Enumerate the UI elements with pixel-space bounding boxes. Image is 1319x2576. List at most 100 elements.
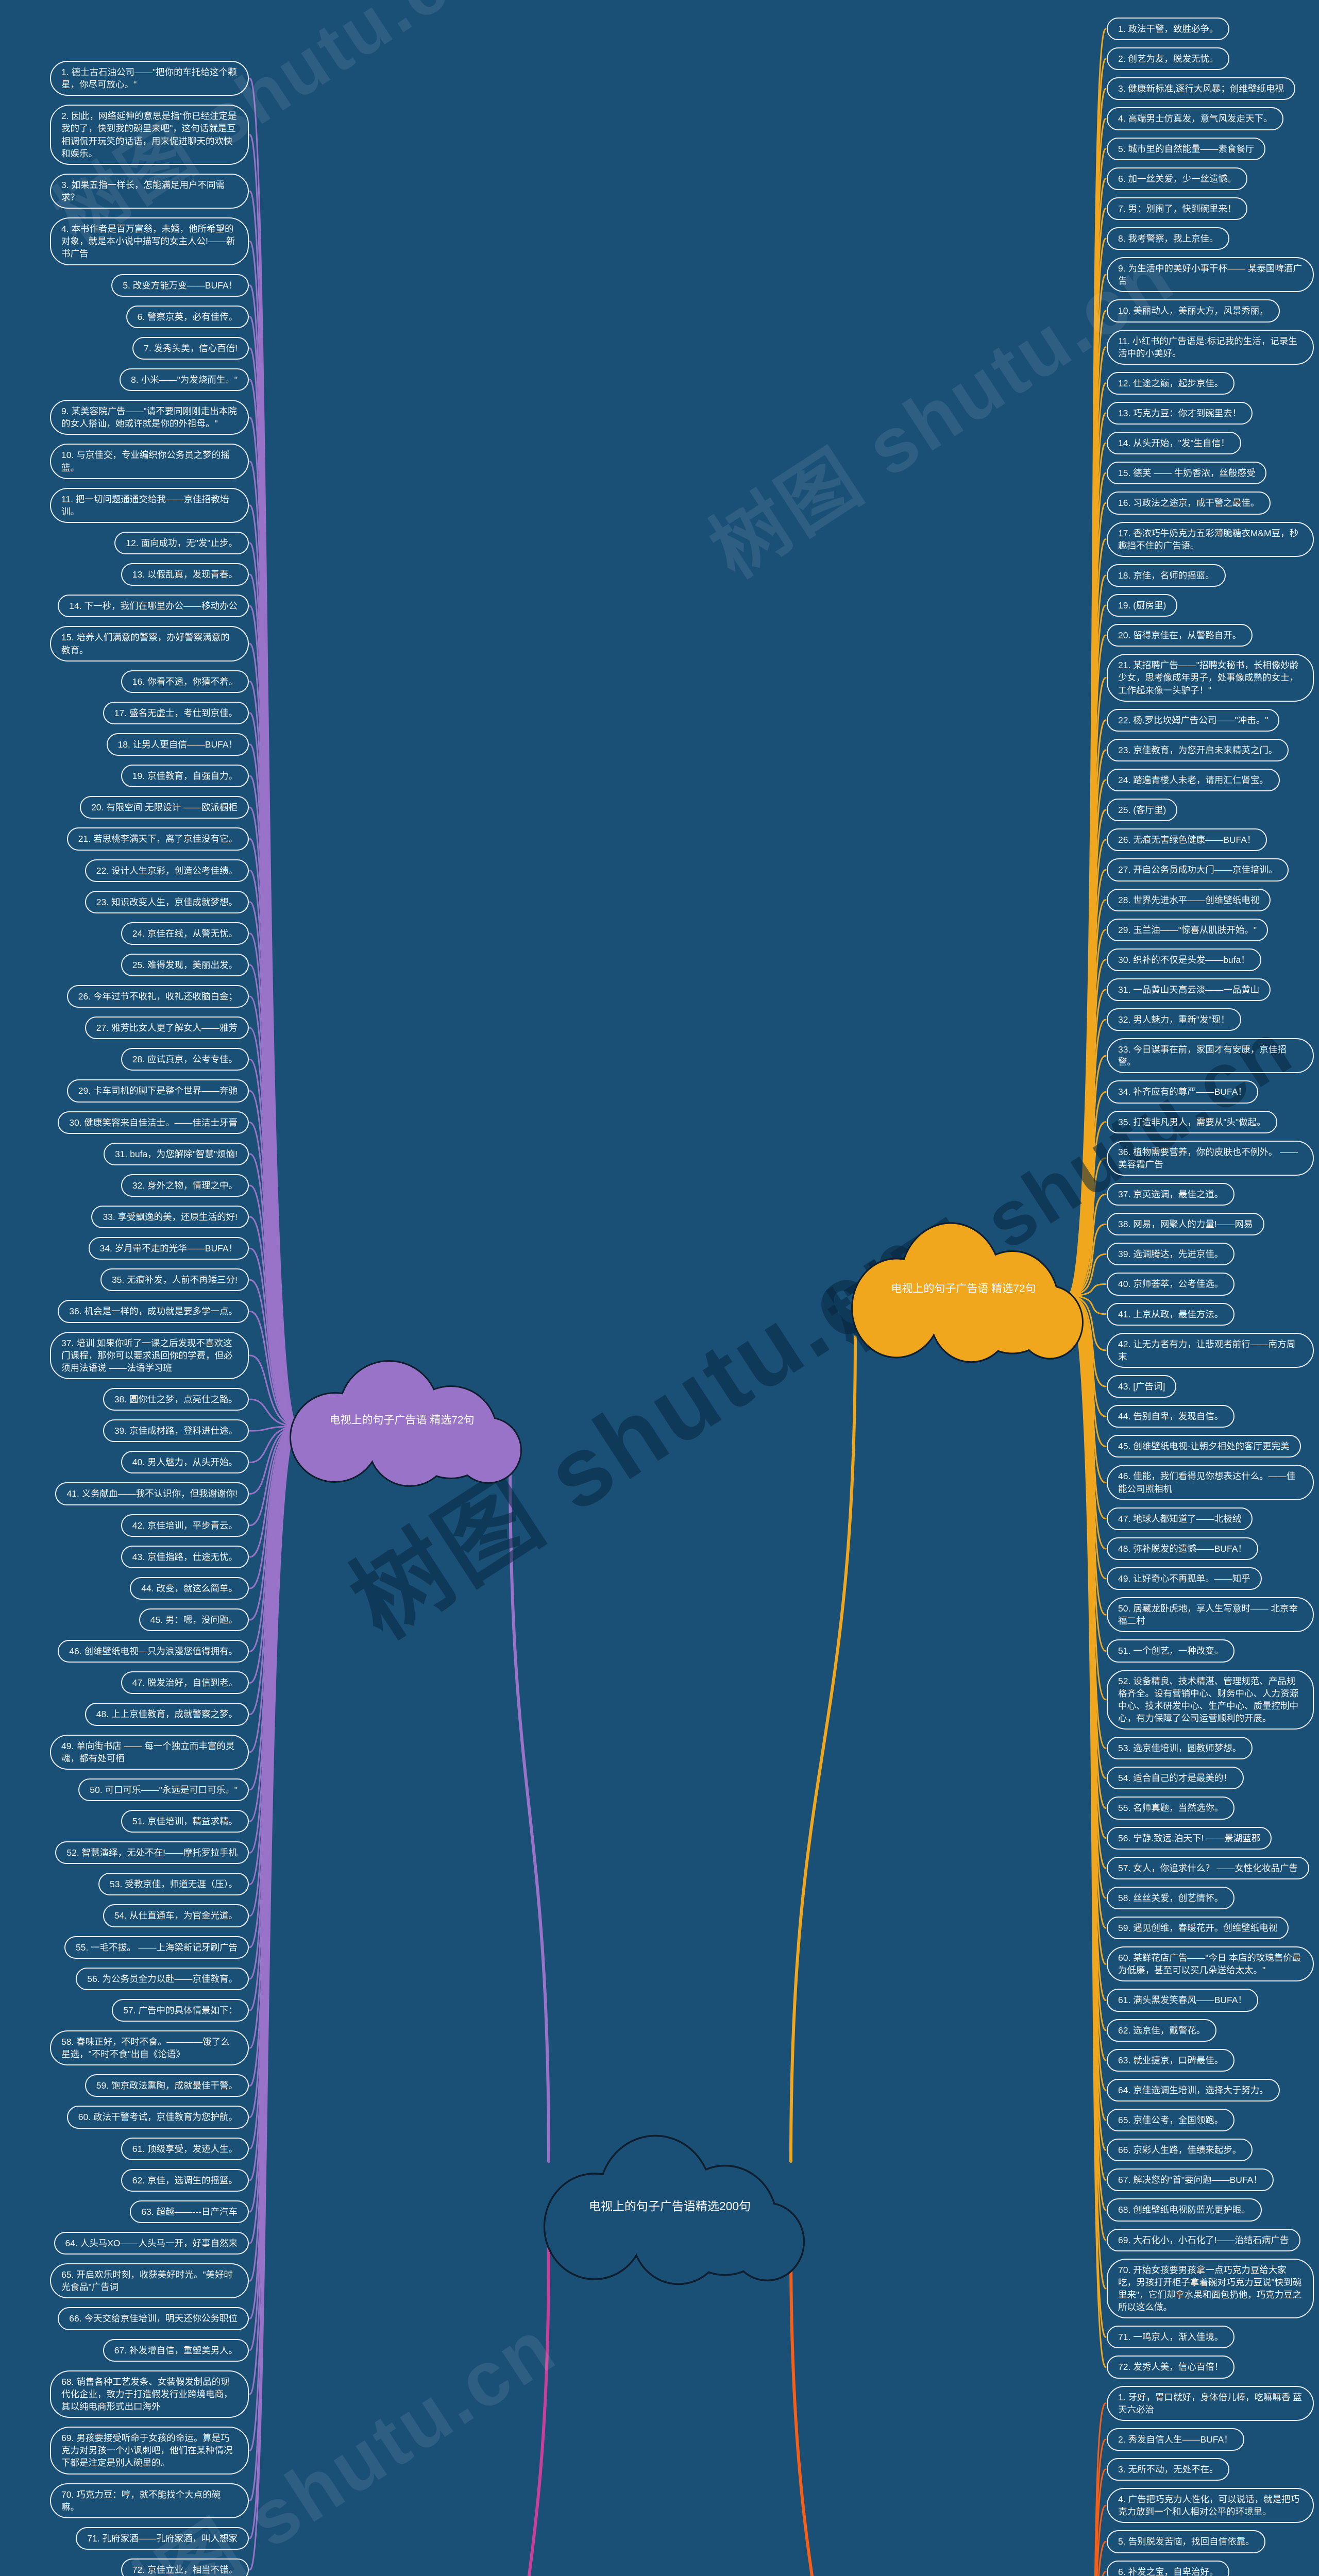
- slogan-node[interactable]: 68. 销售各种工艺发条、女装假发制品的现代化企业，致力于打造假发行业跨境电商，…: [50, 2370, 249, 2418]
- slogan-node[interactable]: 43. 京佳指路，仕途无忧。: [121, 1545, 249, 1568]
- slogan-node[interactable]: 22. 杨.罗比坎姆广告公司——"冲击。": [1107, 708, 1280, 732]
- slogan-node[interactable]: 39. 选调腾达，先进京佳。: [1107, 1243, 1235, 1266]
- slogan-node[interactable]: 54. 适合自己的才是最美的！: [1107, 1767, 1244, 1790]
- slogan-node[interactable]: 56. 为公务员全力以赴——京佳教育。: [76, 1967, 249, 1990]
- slogan-node[interactable]: 42. 京佳培训，平步青云。: [121, 1514, 249, 1537]
- slogan-node[interactable]: 35. 无痕补发，人前不再矮三分!: [100, 1268, 249, 1292]
- slogan-node[interactable]: 43. [广告词]: [1107, 1375, 1177, 1398]
- slogan-node[interactable]: 7. 发秀头美，信心百倍!: [132, 336, 249, 360]
- slogan-node[interactable]: 50. 可口可乐——"永远是可口可乐。": [78, 1778, 249, 1801]
- slogan-node[interactable]: 1. 政法干警，致胜必争。: [1107, 18, 1230, 41]
- slogan-node[interactable]: 42. 让无力者有力，让悲观者前行——南方周末: [1107, 1332, 1314, 1368]
- slogan-node[interactable]: 24. 京佳在线，从警无忧。: [121, 922, 249, 945]
- slogan-node[interactable]: 45. 男：嗯，没问题。: [139, 1608, 249, 1632]
- slogan-node[interactable]: 41. 上京从政，最佳方法。: [1107, 1302, 1235, 1326]
- slogan-node[interactable]: 70. 巧克力豆：哼，就不能找个大点的碗嘛。: [50, 2483, 249, 2518]
- slogan-node[interactable]: 8. 小米——"为发烧而生。": [120, 368, 249, 392]
- slogan-node[interactable]: 53. 选京佳培训，圆教师梦想。: [1107, 1737, 1253, 1760]
- slogan-node[interactable]: 36. 植物需要营养，你的皮肤也不例外。 ——美容霜广告: [1107, 1140, 1314, 1176]
- slogan-node[interactable]: 5. 告别脱发苦恼，找回自信依靠。: [1107, 2530, 1266, 2553]
- slogan-node[interactable]: 27. 开启公务员成功大门——京佳培训。: [1107, 858, 1289, 882]
- slogan-node[interactable]: 46. 佳能，我们看得见你想表达什么。——佳能公司照相机: [1107, 1465, 1314, 1500]
- slogan-node[interactable]: 20. 有限空间 无限设计 ——欧派橱柜: [80, 796, 249, 819]
- slogan-node[interactable]: 62. 选京佳，戴警花。: [1107, 2019, 1217, 2042]
- slogan-node[interactable]: 23. 京佳教育，为您开启未来精英之门。: [1107, 738, 1289, 761]
- slogan-node[interactable]: 5. 改变方能万变——BUFA！: [111, 274, 249, 297]
- slogan-node[interactable]: 25. (客厅里): [1107, 799, 1178, 822]
- slogan-node[interactable]: 7. 男：别闹了，快到碗里来！: [1107, 197, 1248, 220]
- slogan-node[interactable]: 58. 春味正好，不时不食。————饿了么星选，"不时不食"出自《论语》: [50, 2030, 249, 2066]
- slogan-node[interactable]: 33. 今日谋事在前，家国才有安康，京佳招警。: [1107, 1038, 1314, 1074]
- slogan-node[interactable]: 64. 人头马XO——人头马一开，好事自然来: [54, 2231, 249, 2255]
- slogan-node[interactable]: 72. 发秀人美，信心百倍！: [1107, 2355, 1235, 2379]
- slogan-node[interactable]: 45. 创维壁纸电视-让朝夕相处的客厅更完美: [1107, 1435, 1301, 1458]
- slogan-node[interactable]: 25. 难得发现，美丽出发。: [121, 953, 249, 977]
- slogan-node[interactable]: 41. 义务献血——我不认识你，但我谢谢你!: [55, 1482, 249, 1505]
- slogan-node[interactable]: 62. 京佳，选调生的摇篮。: [121, 2168, 249, 2192]
- slogan-node[interactable]: 1. 德士古石油公司——"把你的车托给这个颗星，你尽可放心。": [50, 61, 249, 96]
- slogan-node[interactable]: 51. 一个创艺，一种改变。: [1107, 1639, 1235, 1663]
- slogan-node[interactable]: 4. 本书作者是百万富翁，未婚，他所希望的对象，就是本小说中描写的女主人公!——…: [50, 217, 249, 265]
- slogan-node[interactable]: 31. 一品黄山天高云淡——一品黄山: [1107, 978, 1271, 1002]
- slogan-node[interactable]: 35. 打造非凡男人，需要从"头"做起。: [1107, 1110, 1277, 1133]
- slogan-node[interactable]: 47. 地球人都知道了——北极绒: [1107, 1507, 1253, 1530]
- slogan-node[interactable]: 34. 岁月带不走的光华——BUFA！: [88, 1237, 249, 1260]
- slogan-node[interactable]: 17. 香浓巧牛奶克力五彩薄脆糖衣M&M豆，秒趣挡不住的广告语。: [1107, 521, 1314, 557]
- slogan-node[interactable]: 30. 健康笑容来自佳洁士。——佳洁士牙膏: [58, 1111, 249, 1134]
- slogan-node[interactable]: 2. 秀发自信人生——BUFA！: [1107, 2428, 1244, 2451]
- slogan-node[interactable]: 47. 脱发治好，自信到老。: [121, 1671, 249, 1694]
- slogan-node[interactable]: 31. bufa，为您解除"智慧"烦恼!: [103, 1142, 249, 1165]
- slogan-node[interactable]: 24. 踏遍青楼人未老，请用汇仁肾宝。: [1107, 768, 1280, 792]
- slogan-node[interactable]: 15. 德芙 —— 牛奶香浓，丝般感受: [1107, 462, 1267, 485]
- slogan-node[interactable]: 54. 从仕直通车，为官金光道。: [103, 1904, 249, 1927]
- slogan-node[interactable]: 48. 上上京佳教育，成就警察之梦。: [84, 1703, 249, 1726]
- slogan-node[interactable]: 10. 与京佳交，专业编织你公务员之梦的摇篮。: [50, 444, 249, 479]
- slogan-node[interactable]: 36. 机会是一样的，成功就是要多学一点。: [58, 1300, 249, 1323]
- slogan-node[interactable]: 14. 从头开始，"发"生自信！: [1107, 432, 1241, 455]
- slogan-node[interactable]: 15. 培养人们满意的警察，办好警察满意的教育。: [50, 626, 249, 662]
- slogan-node[interactable]: 52. 智慧演绎，无处不在!——摩托罗拉手机: [55, 1841, 249, 1865]
- slogan-node[interactable]: 64. 京佳选调生培训，选择大于努力。: [1107, 2078, 1280, 2102]
- slogan-node[interactable]: 37. 京英选调，最佳之道。: [1107, 1183, 1235, 1206]
- slogan-node[interactable]: 57. 广告中的具体情景如下：: [112, 1998, 249, 2022]
- slogan-node[interactable]: 3. 健康新标准,逐行大风暴；创维壁纸电视: [1107, 77, 1295, 100]
- slogan-node[interactable]: 3. 如果五指一样长，怎能满足用户不同需求？: [50, 173, 249, 209]
- slogan-node[interactable]: 29. 玉兰油——"惊喜从肌肤开始。": [1107, 918, 1269, 941]
- slogan-node[interactable]: 32. 男人魅力，重新"发"现！: [1107, 1008, 1241, 1031]
- slogan-node[interactable]: 27. 雅芳比女人更了解女人——雅芳: [84, 1016, 249, 1040]
- slogan-node[interactable]: 71. 孔府家酒——孔府家酒，叫人想家: [76, 2527, 249, 2550]
- slogan-node[interactable]: 5. 城市里的自然能量——素食餐厅: [1107, 137, 1266, 160]
- slogan-node[interactable]: 63. 就业捷京，口碑最佳。: [1107, 2048, 1235, 2072]
- slogan-node[interactable]: 18. 京佳，名师的摇篮。: [1107, 564, 1226, 587]
- slogan-node[interactable]: 55. 一毛不拔。 ——上海梁新记牙刷广告: [64, 1936, 249, 1959]
- slogan-node[interactable]: 63. 超越——---日产汽车: [130, 2200, 249, 2223]
- slogan-node[interactable]: 52. 设备精良、技术精湛、管理规范、产品规格齐全。设有营销中心、财务中心、人力…: [1107, 1669, 1314, 1730]
- slogan-node[interactable]: 70. 开始女孩要男孩拿一点巧克力豆给大家吃，男孩打开柜子拿着碗对巧克力豆说"快…: [1107, 2258, 1314, 2319]
- slogan-node[interactable]: 23. 知识改变人生，京佳成就梦想。: [84, 890, 249, 913]
- slogan-node[interactable]: 28. 世界先进水平——创维壁纸电视: [1107, 888, 1271, 911]
- slogan-node[interactable]: 51. 京佳培训，精益求精。: [121, 1810, 249, 1833]
- slogan-node[interactable]: 49. 单向街书店 —— 每一个独立而丰富的灵魂，都有处可栖: [50, 1734, 249, 1770]
- slogan-node[interactable]: 59. 遇见创维，春暖花开。创维壁纸电视: [1107, 1916, 1289, 1940]
- slogan-node[interactable]: 32. 身外之物，情理之中。: [121, 1174, 249, 1197]
- slogan-node[interactable]: 11. 小红书的广告语是:标记我的生活，记录生活中的小美好。: [1107, 329, 1314, 365]
- slogan-node[interactable]: 69. 男孩要接受听命于女孩的命运。算是巧克力对男孩一个小讽刺吧，他们在某种情况…: [50, 2427, 249, 2475]
- slogan-node[interactable]: 22. 设计人生京彩，创造公考佳绩。: [84, 859, 249, 882]
- slogan-node[interactable]: 12. 面向成功，无"发"止步。: [114, 531, 249, 555]
- slogan-node[interactable]: 13. 以假乱真，发现青春。: [121, 563, 249, 586]
- slogan-node[interactable]: 44. 告别自卑，发现自信。: [1107, 1405, 1235, 1428]
- slogan-node[interactable]: 48. 弥补脱发的遗憾——BUFA！: [1107, 1537, 1258, 1561]
- slogan-node[interactable]: 30. 织补的不仅是头发——bufa！: [1107, 948, 1261, 971]
- slogan-node[interactable]: 9. 为生活中的美好小事干杯—— 某泰国啤酒广告: [1107, 257, 1314, 293]
- slogan-node[interactable]: 39. 京佳成材路，登科进仕途。: [103, 1419, 249, 1443]
- slogan-node[interactable]: 71. 一鸣京人，渐入佳境。: [1107, 2326, 1235, 2349]
- slogan-node[interactable]: 14. 下一秒，我们在哪里办公——移动办公: [58, 595, 249, 618]
- slogan-node[interactable]: 19. 京佳教育，自强自力。: [121, 765, 249, 788]
- slogan-node[interactable]: 1. 牙好，胃口就好，身体倍儿棒，吃嘛嘛香 蓝天六必治: [1107, 2385, 1314, 2421]
- slogan-node[interactable]: 53. 受教京佳，师道无涯（压）。: [98, 1873, 249, 1896]
- slogan-node[interactable]: 61. 顶级享受，发迹人生。: [121, 2137, 249, 2160]
- slogan-node[interactable]: 65. 京佳公考，全国领跑。: [1107, 2108, 1235, 2132]
- slogan-node[interactable]: 16. 习政法之途京，成干警之最佳。: [1107, 492, 1271, 515]
- slogan-node[interactable]: 44. 改变，就这么简单。: [130, 1577, 249, 1600]
- slogan-node[interactable]: 9. 某美容院广告——"请不要同刚刚走出本院的女人搭讪，她或许就是你的外祖母。": [50, 400, 249, 435]
